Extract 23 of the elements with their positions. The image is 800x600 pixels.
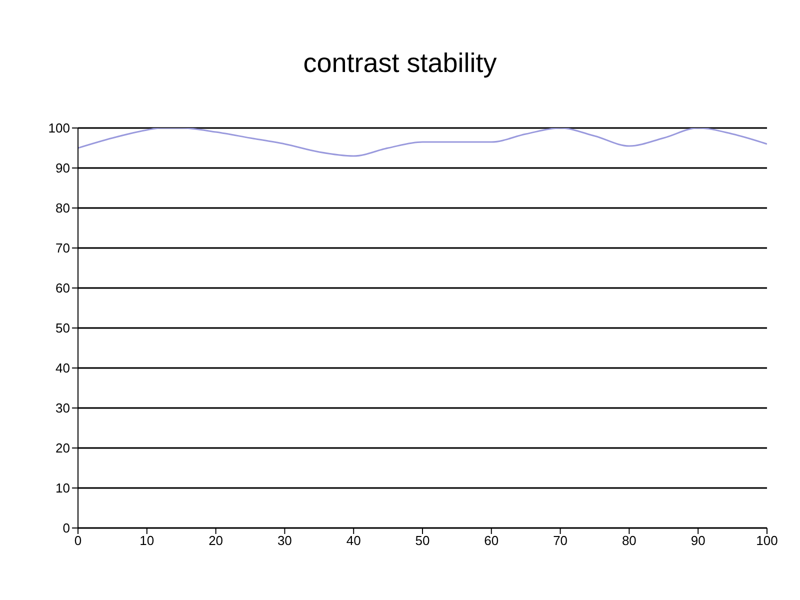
- x-tick-label: 60: [484, 533, 499, 548]
- x-tick-label: 0: [74, 533, 82, 548]
- y-tick-label: 50: [56, 320, 70, 336]
- x-tick-label: 70: [553, 533, 568, 548]
- y-tick-label: 40: [56, 360, 70, 376]
- y-tick-label: 100: [48, 120, 70, 136]
- y-tick-label: 80: [56, 200, 70, 216]
- x-tick-label: 90: [690, 533, 706, 548]
- x-tick-label: 20: [208, 533, 224, 548]
- x-tick-label: 50: [415, 533, 430, 548]
- y-tick-label: 0: [62, 520, 70, 536]
- chart-title: contrast stability: [302, 47, 498, 80]
- x-tick-label: 10: [140, 533, 154, 548]
- y-tick-label: 90: [56, 160, 70, 176]
- x-tick-label: 100: [756, 533, 778, 548]
- x-tick-label: 80: [622, 533, 636, 548]
- y-tick-label: 10: [56, 480, 70, 496]
- y-tick-label: 60: [56, 280, 70, 296]
- x-tick-label: 40: [346, 533, 361, 548]
- x-tick-label: 30: [277, 533, 292, 548]
- y-tick-label: 20: [56, 440, 70, 456]
- y-tick-label: 70: [56, 240, 70, 256]
- y-tick-label: 30: [56, 400, 70, 416]
